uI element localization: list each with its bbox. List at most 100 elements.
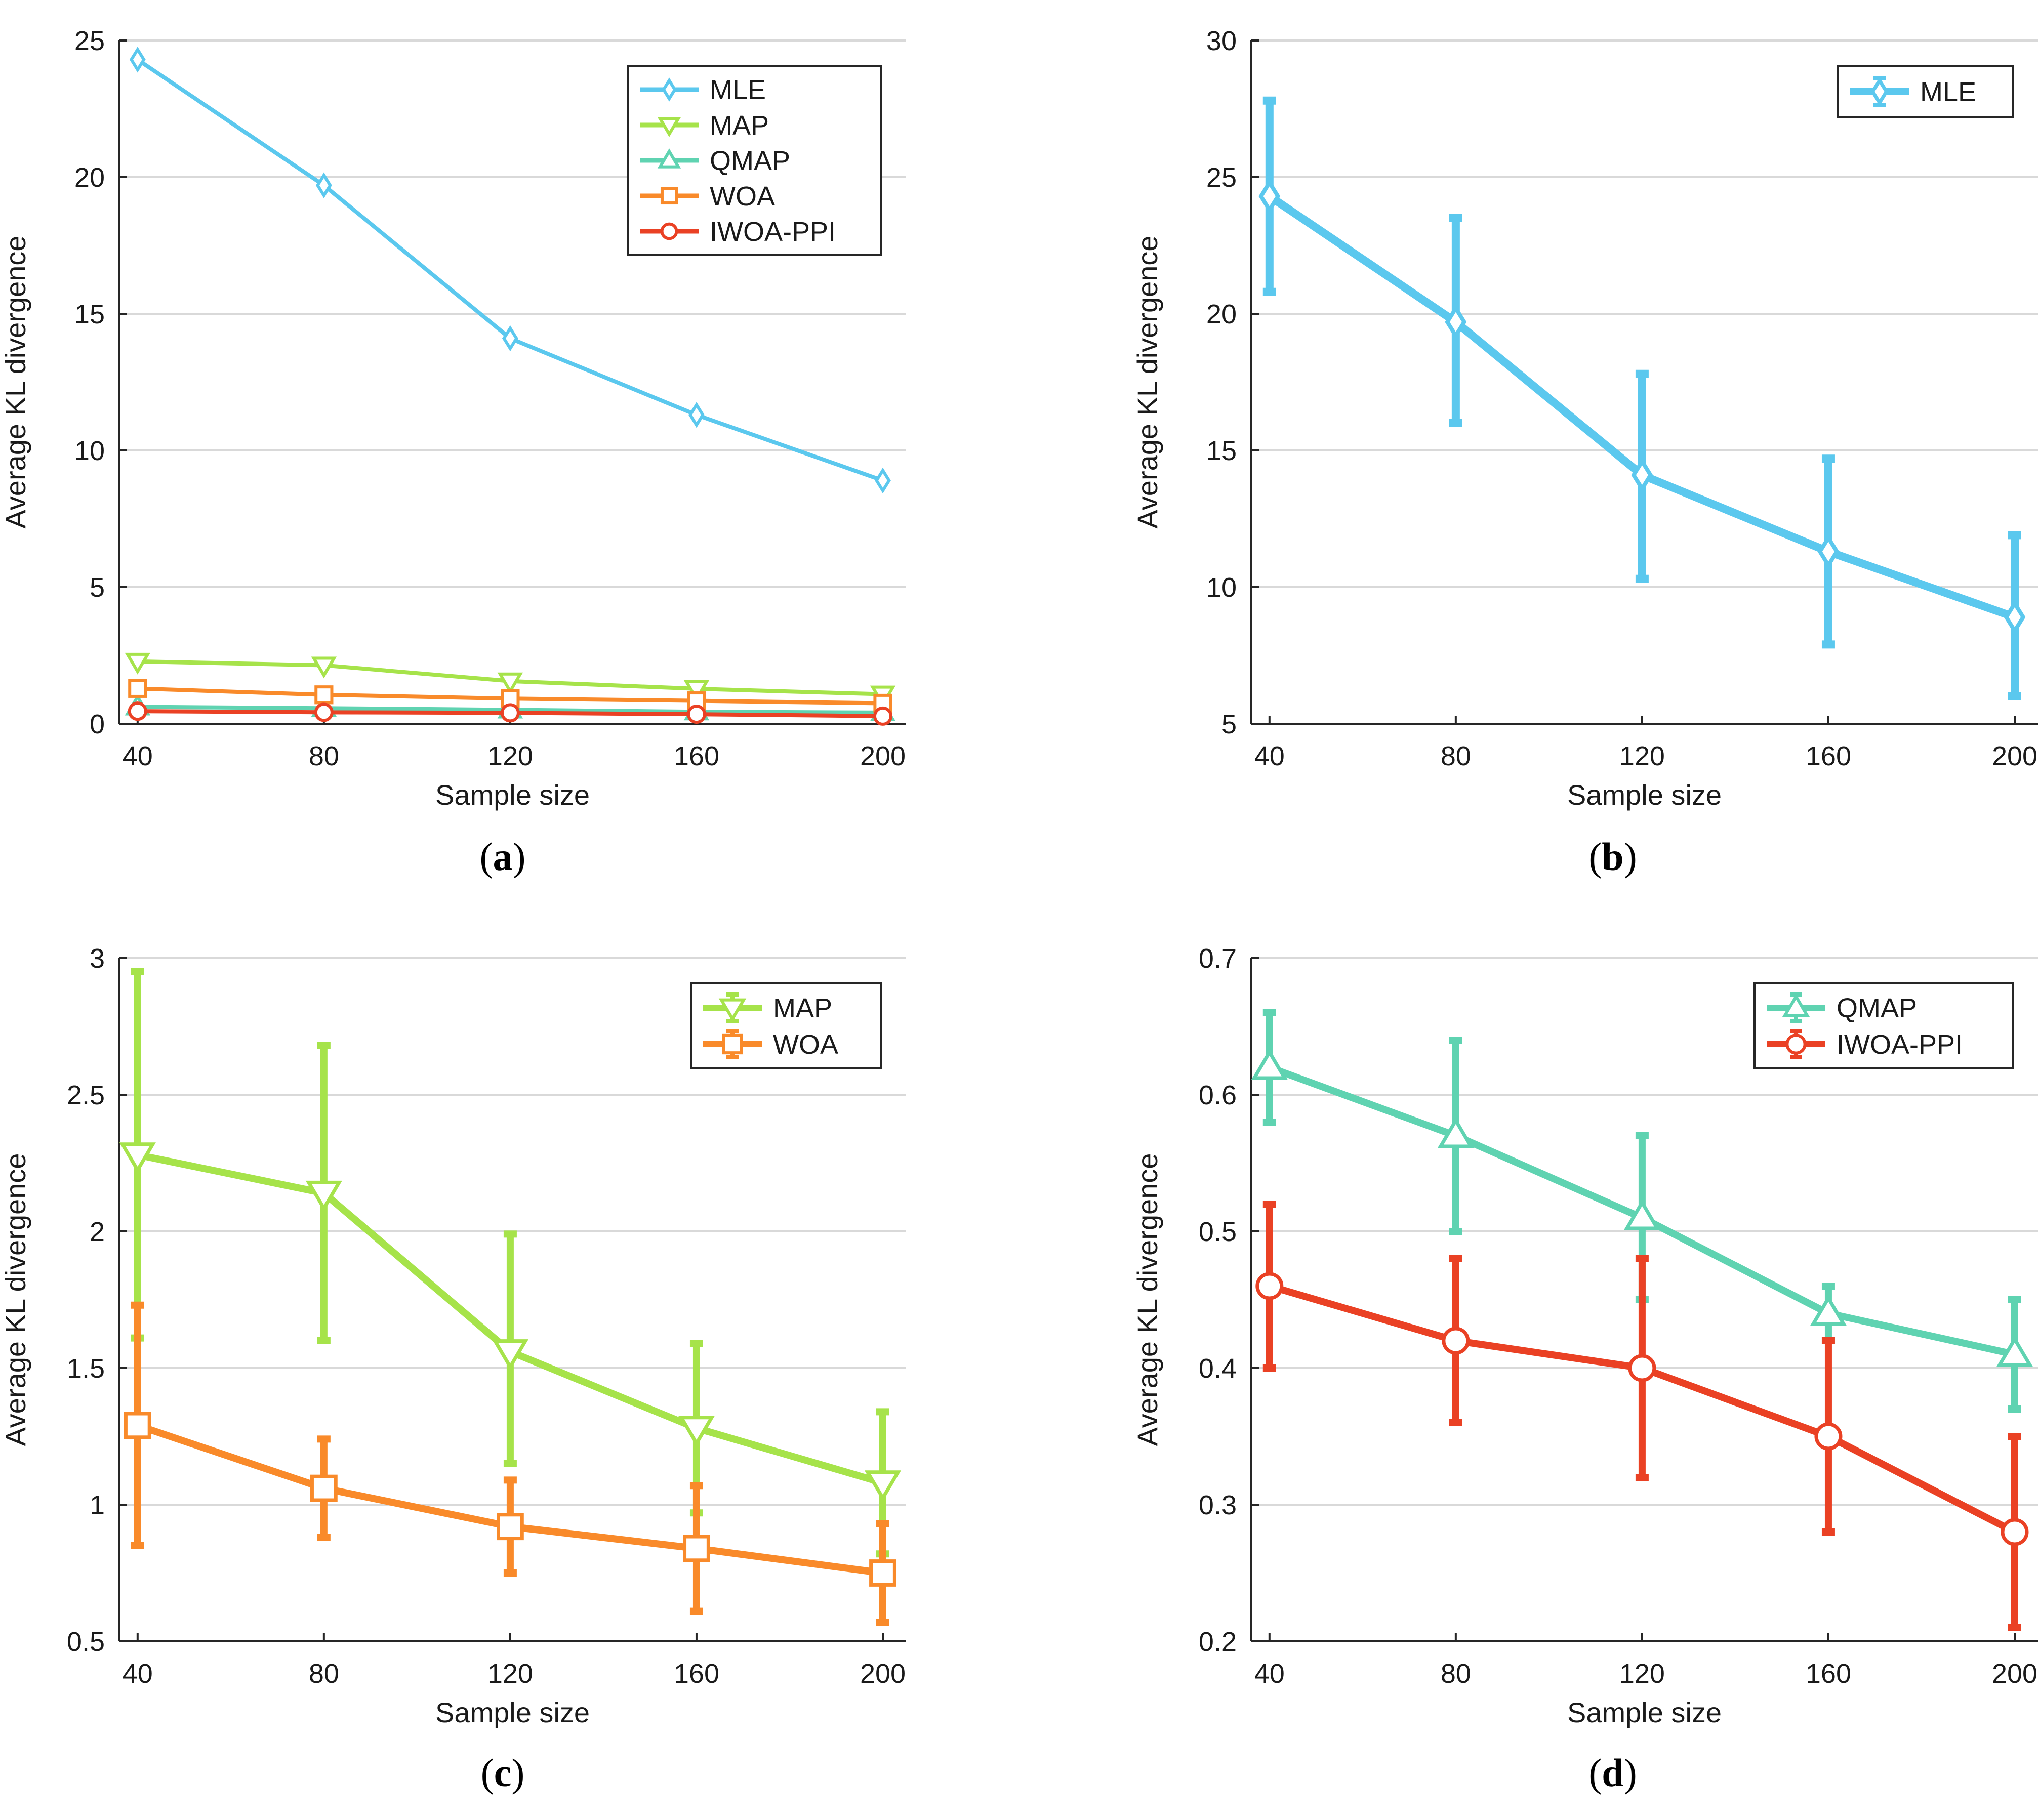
y-tick-label: 2 (90, 1217, 105, 1247)
x-axis-label: Sample size (1567, 1697, 1722, 1728)
y-tick-label: 5 (1221, 709, 1237, 739)
y-tick-label: 0.5 (67, 1627, 105, 1657)
data-point-map (492, 1339, 529, 1371)
y-tick-label: 0.3 (1199, 1490, 1237, 1520)
y-tick-label: 20 (1206, 299, 1237, 329)
chart-a: 0 5 10 15 20 25 40 80 120 160 200 Sample size Averag… (0, 26, 906, 811)
data-point-map (119, 1142, 156, 1174)
x-tick-label: 200 (860, 1659, 906, 1689)
y-tick-label: 15 (74, 299, 105, 329)
y-tick-label: 10 (1206, 572, 1237, 603)
y-axis-label: Average KL divergence (0, 235, 31, 528)
y-tick-label: 5 (90, 572, 105, 603)
y-tick-label: 1 (90, 1490, 105, 1520)
data-point-mle (1445, 304, 1467, 340)
x-tick-label: 160 (674, 741, 719, 771)
data-point-woa (128, 679, 147, 698)
data-point-mle (315, 172, 332, 198)
legend-marker-qmap (657, 148, 681, 169)
legend-label-qmap: QMAP (710, 146, 790, 176)
data-point-iwoa-ppi (128, 701, 147, 721)
x-tick-label: 120 (487, 1659, 533, 1689)
legend-marker-iwoa-ppi (1785, 1033, 1807, 1055)
y-axis-label: Average KL divergence (1131, 1153, 1163, 1446)
x-tick-label: 200 (1992, 1659, 2037, 1689)
data-point-mle (875, 467, 891, 494)
x-tick-label: 200 (860, 741, 906, 771)
data-point-iwoa-ppi (1255, 1272, 1284, 1300)
data-point-iwoa-ppi (1814, 1422, 1843, 1451)
x-tick-label: 40 (123, 741, 153, 771)
y-tick-label: 0.2 (1199, 1627, 1237, 1657)
x-tick-label: 40 (123, 1659, 153, 1689)
x-tick-label: 80 (309, 1659, 339, 1689)
data-point-map (864, 1470, 902, 1502)
legend-label-iwoa-ppi: IWOA-PPI (710, 217, 836, 247)
panel-c: 0.5 1 1.5 2 2.5 3 40 80 120 160 200 Sample size Aver… (0, 910, 1019, 1820)
legend-label-mle: MLE (1920, 77, 1976, 107)
data-point-iwoa-ppi (2001, 1518, 2029, 1546)
x-axis-label: Sample size (435, 1697, 590, 1728)
data-point-map (683, 680, 710, 702)
legend-label-mle: MLE (710, 75, 766, 105)
data-point-mle (129, 47, 146, 73)
x-tick-label: 120 (1619, 1659, 1665, 1689)
chart-d: 0.2 0.3 0.4 0.5 0.6 0.7 40 80 120 160 200 Sample si… (1131, 943, 2038, 1728)
y-tick-label: 0.4 (1199, 1353, 1237, 1384)
x-tick-label: 120 (487, 741, 533, 771)
y-tick-label: 20 (74, 162, 105, 193)
data-point-woa (310, 1474, 338, 1502)
caption-b: (b) (1588, 835, 1637, 879)
x-tick-label: 80 (309, 741, 339, 771)
legend-marker-woa (660, 187, 678, 205)
y-tick-label: 15 (1206, 436, 1237, 466)
y-axis-label: Average KL divergence (0, 1153, 31, 1446)
data-point-iwoa-ppi (873, 706, 892, 726)
x-tick-label: 160 (674, 1659, 719, 1689)
caption-c: (c) (480, 1751, 525, 1795)
x-tick-label: 160 (1806, 1659, 1851, 1689)
x-axis-label: Sample size (1567, 779, 1722, 811)
data-point-woa (869, 1559, 896, 1587)
y-axis-label: Average KL divergence (1131, 235, 1163, 528)
data-point-mle (1631, 458, 1653, 493)
x-tick-label: 40 (1254, 1659, 1285, 1689)
legend-label-map: MAP (773, 993, 832, 1023)
y-tick-label: 10 (74, 436, 105, 466)
legend-marker-woa (722, 1033, 743, 1055)
y-tick-label: 25 (1206, 162, 1237, 193)
caption-a: (a) (479, 835, 526, 879)
data-point-woa (314, 685, 334, 705)
y-tick-label: 3 (90, 943, 105, 974)
data-point-woa (496, 1513, 524, 1541)
legend-marker-map (718, 998, 747, 1022)
data-point-mle (1258, 179, 1281, 214)
x-tick-label: 160 (1806, 741, 1851, 771)
data-point-map (497, 672, 523, 694)
x-tick-label: 80 (1441, 741, 1471, 771)
panel-a: 0 5 10 15 20 25 40 80 120 160 200 Sample size Averag… (0, 0, 1019, 910)
data-point-qmap (1437, 1117, 1474, 1148)
data-point-qmap (1810, 1295, 1847, 1326)
data-point-map (311, 656, 337, 679)
legend-marker-mle (662, 77, 677, 102)
y-tick-label: 0.6 (1199, 1080, 1237, 1110)
data-point-qmap (1996, 1336, 2033, 1367)
data-point-map (125, 652, 151, 675)
caption-d: (d) (1588, 1751, 1637, 1795)
data-point-qmap (1251, 1049, 1288, 1080)
y-tick-label: 2.5 (67, 1080, 105, 1110)
y-tick-label: 25 (74, 26, 105, 56)
data-point-mle (688, 402, 705, 428)
data-point-mle (1817, 534, 1840, 569)
data-point-iwoa-ppi (686, 705, 706, 724)
data-point-mle (2004, 599, 2026, 635)
y-tick-label: 30 (1206, 26, 1237, 56)
legend-label-qmap: QMAP (1837, 993, 1917, 1023)
data-point-woa (683, 1535, 710, 1562)
data-point-qmap (1623, 1199, 1661, 1230)
data-point-woa (124, 1412, 151, 1439)
legend-marker-map (657, 117, 681, 137)
data-point-iwoa-ppi (500, 703, 520, 723)
x-tick-label: 40 (1254, 741, 1285, 771)
